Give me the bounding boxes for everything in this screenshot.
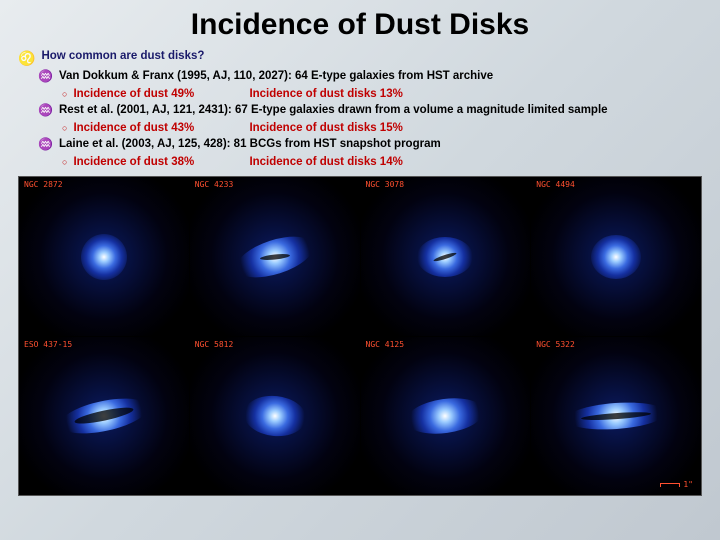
galaxy-cell: NGC 4125	[361, 337, 531, 496]
slide-title: Incidence of Dust Disks	[18, 8, 702, 42]
galaxy-cell: NGC 5812	[190, 337, 360, 496]
study-2: ♒ Rest et al. (2001, AJ, 121, 2431): 67 …	[38, 102, 702, 119]
circle-icon: ○	[62, 156, 67, 171]
galaxy-cell: NGC 4233	[190, 177, 360, 336]
study-2-stats: ○ Incidence of dust 43% Incidence of dus…	[62, 120, 702, 137]
study-1-dust: Incidence of dust 49%	[73, 86, 243, 103]
galaxy-image	[242, 393, 308, 439]
aquarius-icon: ♒	[38, 136, 53, 153]
galaxy-cell: NGC 5322 1"	[531, 337, 701, 496]
study-3-disk: Incidence of dust disks 14%	[249, 154, 402, 171]
leo-icon: ♌	[18, 48, 35, 68]
study-3: ♒ Laine et al. (2003, AJ, 125, 428): 81 …	[38, 136, 702, 153]
galaxy-label: NGC 4494	[536, 180, 575, 189]
aquarius-icon: ♒	[38, 102, 53, 119]
galaxy-label: NGC 2872	[24, 180, 63, 189]
study-3-stats: ○ Incidence of dust 38% Incidence of dus…	[62, 154, 702, 171]
galaxy-label: NGC 5322	[536, 340, 575, 349]
study-2-ref: Rest et al. (2001, AJ, 121, 2431): 67 E-…	[59, 102, 702, 119]
galaxy-cell: NGC 3078	[361, 177, 531, 336]
content-block: ♌ How common are dust disks? ♒ Van Dokku…	[18, 48, 702, 170]
galaxy-image	[404, 394, 486, 439]
aquarius-icon: ♒	[38, 68, 53, 85]
question-line: ♌ How common are dust disks?	[18, 48, 702, 68]
galaxy-label: NGC 4233	[195, 180, 234, 189]
galaxy-cell: ESO 437-15	[19, 337, 189, 496]
galaxy-label: ESO 437-15	[24, 340, 72, 349]
galaxy-label: NGC 3078	[366, 180, 405, 189]
slide: Incidence of Dust Disks ♌ How common are…	[0, 0, 720, 504]
circle-icon: ○	[62, 88, 67, 103]
study-1: ♒ Van Dokkum & Franx (1995, AJ, 110, 202…	[38, 68, 702, 85]
study-3-dust: Incidence of dust 38%	[73, 154, 243, 171]
study-3-ref: Laine et al. (2003, AJ, 125, 428): 81 BC…	[59, 136, 702, 153]
question-text: How common are dust disks?	[41, 48, 204, 68]
galaxy-grid: NGC 2872 NGC 4233 NGC 3078 NGC 4494 ESO …	[18, 176, 702, 496]
study-2-disk: Incidence of dust disks 15%	[249, 120, 402, 137]
study-1-stats: ○ Incidence of dust 49% Incidence of dus…	[62, 86, 702, 103]
study-1-disk: Incidence of dust disks 13%	[249, 86, 402, 103]
circle-icon: ○	[62, 122, 67, 137]
galaxy-image	[591, 235, 641, 279]
galaxy-image	[81, 234, 127, 280]
galaxy-label: NGC 5812	[195, 340, 234, 349]
scale-bar: 1"	[660, 480, 693, 489]
study-1-ref: Van Dokkum & Franx (1995, AJ, 110, 2027)…	[59, 68, 702, 85]
study-2-dust: Incidence of dust 43%	[73, 120, 243, 137]
galaxy-cell: NGC 2872	[19, 177, 189, 336]
galaxy-label: NGC 4125	[366, 340, 405, 349]
galaxy-cell: NGC 4494	[531, 177, 701, 336]
